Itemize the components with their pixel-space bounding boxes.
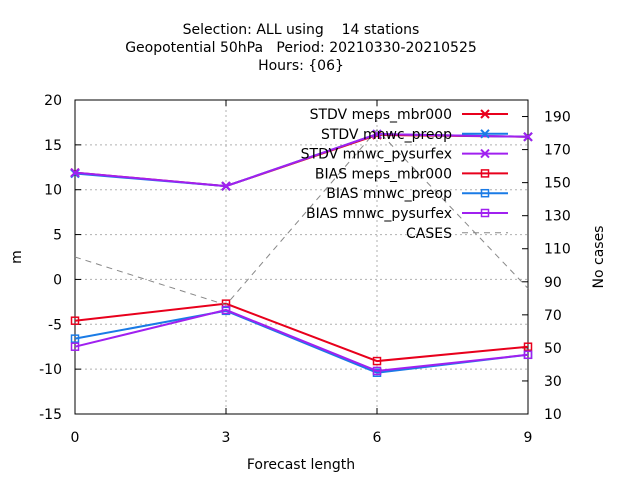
y2-tick-label: 50 (544, 341, 562, 357)
y2-tick-label: 170 (544, 143, 571, 159)
data-point (70, 342, 80, 351)
y-tick-label: 5 (53, 228, 62, 244)
y-tick-label: 15 (44, 138, 62, 154)
legend-marker (480, 208, 490, 218)
y2-tick-label: 30 (544, 374, 562, 390)
title-line: Geopotential 50hPa Period: 20210330-2021… (125, 40, 477, 56)
legend-marker (480, 169, 490, 178)
legend-label: CASES (406, 226, 452, 242)
axis-ticks: 0 3 6 9 -15 -10 -5 0 5 10 15 20 10 30 50 70 90 110 130 150 1… (39, 93, 571, 446)
series (70, 129, 533, 377)
x-tick-label: 9 (524, 430, 533, 446)
title-line: Hours: {06} (258, 58, 344, 74)
legend-label: STDV mnwc_pysurfex (301, 147, 452, 163)
series-4 (70, 306, 533, 377)
y2-tick-label: 70 (544, 308, 562, 324)
series-line (74, 308, 529, 372)
series-line (74, 302, 529, 363)
legend-marker (480, 109, 490, 119)
series-line (74, 129, 529, 306)
legend-label: STDV meps_mbr000 (310, 107, 452, 123)
y-tick-label: 20 (44, 93, 62, 109)
data-point (70, 334, 80, 343)
series-line (74, 309, 529, 374)
y-axis-label: m (9, 250, 25, 264)
data-point (372, 366, 382, 376)
y-tick-label: -5 (48, 317, 62, 333)
series-3 (70, 299, 533, 366)
data-point (523, 342, 533, 351)
y2-tick-label: 110 (544, 242, 571, 258)
data-point (372, 129, 382, 139)
title-line: Selection: ALL using 14 stations (183, 22, 420, 38)
series-2 (70, 129, 533, 191)
y2-tick-label: 10 (544, 407, 562, 423)
y2-tick-label: 90 (544, 275, 562, 291)
data-point (372, 356, 382, 366)
legend-marker (480, 188, 490, 198)
legend-label: STDV mnwc_preop (321, 127, 452, 143)
legend-marker (480, 148, 490, 159)
data-point (523, 132, 533, 142)
x-tick-label: 6 (373, 430, 382, 446)
y2-tick-label: 130 (544, 209, 571, 225)
series-5 (70, 305, 533, 376)
data-point (70, 316, 80, 325)
chart-title: Selection: ALL using 14 stations Geopoten… (125, 22, 477, 74)
x-axis-label: Forecast length (247, 457, 355, 473)
data-point (221, 181, 231, 191)
y-tick-label: -15 (39, 407, 62, 423)
data-point (70, 167, 80, 178)
legend-label: BIAS mnwc_preop (326, 186, 452, 202)
y-tick-label: 0 (53, 272, 62, 288)
y2-tick-label: 190 (544, 110, 571, 126)
y2-axis-label: No cases (591, 226, 607, 289)
data-point (221, 305, 231, 315)
series-6 (74, 129, 529, 306)
legend-label: BIAS mnwc_pysurfex (306, 206, 452, 222)
legend-marker (480, 129, 490, 139)
y2-tick-label: 150 (544, 176, 571, 192)
legend-label: BIAS meps_mbr000 (315, 166, 452, 182)
x-tick-label: 0 (71, 430, 80, 446)
y-tick-label: 10 (44, 183, 62, 199)
legend: STDV meps_mbr000 STDV mnwc_preop STDV mnwc… (301, 107, 508, 242)
data-point (523, 350, 533, 360)
y-tick-label: -10 (39, 362, 62, 378)
x-tick-label: 3 (222, 430, 231, 446)
series-line (74, 133, 529, 188)
